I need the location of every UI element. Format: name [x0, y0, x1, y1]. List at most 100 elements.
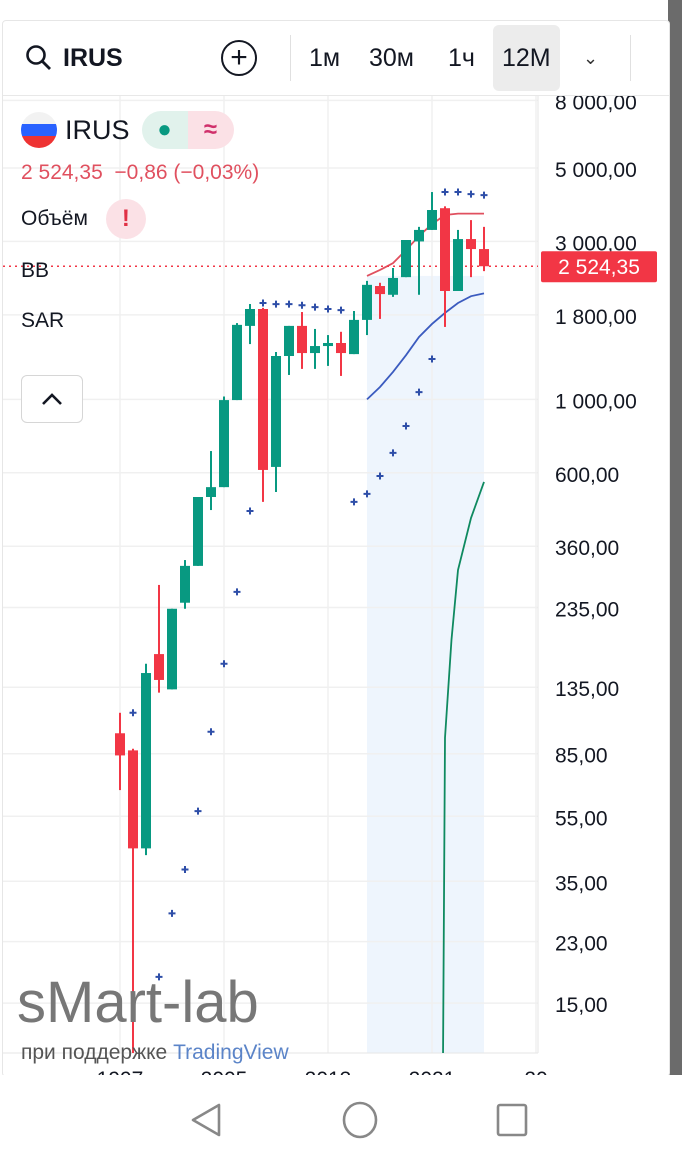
candle-body	[479, 249, 489, 267]
interval-12M[interactable]: 12М	[493, 25, 560, 91]
y-tick-label: 8 000,00	[555, 96, 637, 114]
sar-point	[337, 306, 345, 314]
legend-bb-row[interactable]: BB	[21, 259, 49, 283]
symbol-search[interactable]: IRUS	[25, 21, 123, 95]
candle-body	[193, 497, 203, 566]
scrollbar[interactable]	[668, 0, 682, 1075]
candle-body	[167, 608, 177, 690]
compare-add-button[interactable]: +	[221, 40, 257, 76]
candle	[141, 663, 151, 856]
candle-body	[336, 343, 346, 354]
interval-30m[interactable]: 30м	[369, 43, 414, 72]
y-tick-label: 85,00	[555, 745, 608, 768]
candle	[349, 311, 359, 355]
y-tick-label: 235,00	[555, 599, 619, 622]
candle	[323, 335, 333, 366]
candle	[453, 229, 463, 292]
powered-by: при поддержке TradingView	[21, 1041, 289, 1065]
candle	[219, 396, 229, 488]
candle-body	[310, 346, 320, 354]
sar-point	[246, 507, 254, 515]
candle-body	[323, 343, 333, 347]
collapse-legend-button[interactable]	[21, 375, 83, 423]
sar-label: SAR	[21, 309, 65, 332]
interval-dropdown[interactable]: ⌄	[583, 21, 598, 95]
candle	[479, 226, 489, 272]
back-button[interactable]	[191, 1103, 221, 1137]
sar-point	[363, 490, 371, 498]
sar-point	[129, 709, 137, 717]
legend-status-pill[interactable]: ● ≈	[141, 111, 234, 149]
sar-point	[376, 472, 384, 480]
candle-body	[349, 319, 359, 355]
last-price-tag	[541, 251, 657, 283]
interval-1m[interactable]: 1м	[309, 43, 341, 72]
recents-button[interactable]	[496, 1103, 528, 1137]
candle-body	[284, 325, 294, 357]
candle	[245, 304, 255, 345]
sar-point	[415, 388, 423, 396]
candle	[115, 712, 125, 791]
candle	[271, 352, 281, 492]
y-tick-label: 5 000,00	[555, 159, 637, 182]
y-tick-label: 1 000,00	[555, 390, 637, 413]
candle	[206, 451, 216, 511]
candle	[232, 323, 242, 401]
candle	[193, 497, 203, 566]
y-tick-label: 23,00	[555, 933, 608, 956]
candle	[258, 307, 268, 502]
sar-point	[181, 865, 189, 873]
y-tick-label: 600,00	[555, 464, 619, 487]
recents-icon	[496, 1103, 528, 1137]
sar-point	[155, 973, 163, 981]
back-icon	[191, 1103, 221, 1137]
delayed-data-icon: ≈	[187, 111, 234, 149]
candle-body	[154, 654, 164, 680]
legend-price-row: 2 524,35 −0,86 (−0,03%)	[21, 161, 259, 185]
y-tick-label: 3 000,00	[555, 232, 637, 255]
price-chart[interactable]: 8 000,00 5 000,00 3 000,00 1 800,00 1 000,00…	[3, 96, 669, 1076]
warning-icon[interactable]: !	[105, 199, 146, 239]
candle-body	[453, 239, 463, 292]
support-text: при поддержке	[21, 1041, 168, 1064]
bb-background-fill	[367, 275, 484, 1054]
candle-body	[180, 565, 190, 603]
candle	[388, 267, 398, 297]
sar-point	[467, 190, 475, 198]
candle-body	[362, 284, 372, 320]
sar-point	[220, 660, 228, 668]
candle-body	[219, 400, 229, 488]
y-tick-label: 360,00	[555, 537, 619, 560]
home-button[interactable]	[342, 1101, 378, 1139]
candle-body	[115, 733, 125, 756]
candle-body	[271, 356, 281, 467]
candle-body	[245, 308, 255, 326]
interval-1h[interactable]: 1ч	[448, 43, 475, 72]
russia-flag-icon	[21, 112, 57, 148]
legend-volume-row[interactable]: Объём !	[21, 199, 146, 239]
candle	[128, 748, 138, 1053]
x-tick-label: 2021	[409, 1068, 456, 1076]
candle	[297, 312, 307, 369]
candle	[154, 584, 164, 693]
chart-toolbar: IRUS + 1м 30м 1ч 12М ⌄	[3, 21, 669, 96]
sar-point	[350, 498, 358, 506]
candle	[310, 328, 320, 369]
candle-body	[427, 210, 437, 230]
sar-point	[441, 188, 449, 196]
candle-body	[401, 240, 411, 278]
market-open-dot-icon: ●	[141, 111, 188, 149]
y-tick-label: 55,00	[555, 807, 608, 830]
candle-body	[232, 324, 242, 401]
legend-sar-row[interactable]: SAR	[21, 309, 64, 333]
candle	[466, 220, 476, 278]
legend-symbol[interactable]: IRUS	[65, 114, 130, 145]
candle-body	[375, 286, 385, 295]
candle-body	[440, 208, 450, 292]
candle-body	[388, 277, 398, 295]
symbol-name: IRUS	[63, 43, 123, 72]
tradingview-link[interactable]: TradingView	[173, 1041, 289, 1064]
chart-area[interactable]: 8 000,00 5 000,00 3 000,00 1 800,00 1 000,00…	[3, 96, 669, 1076]
search-icon	[26, 45, 51, 70]
chart-widget: IRUS + 1м 30м 1ч 12М ⌄ 8 000,00 5 000,00 3…	[2, 20, 670, 1077]
